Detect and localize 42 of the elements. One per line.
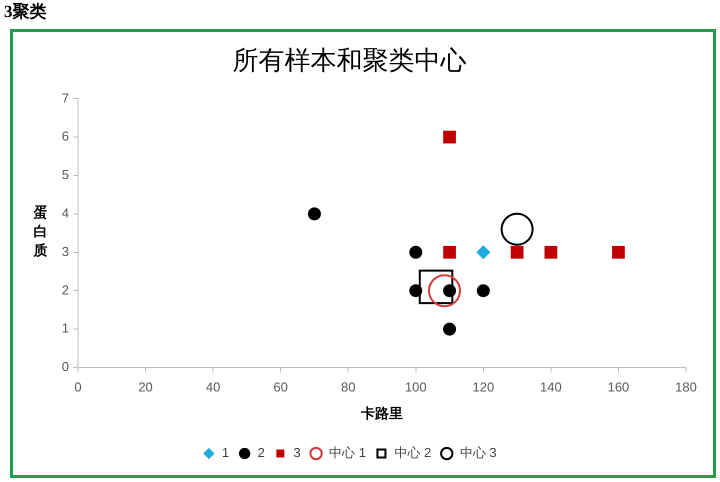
point: [308, 207, 321, 220]
y-tick-label: 6: [62, 128, 69, 144]
x-tick-label: 160: [608, 379, 630, 394]
point: [510, 246, 524, 259]
y-tick-label: 1: [62, 320, 69, 336]
point: [418, 270, 454, 304]
y-tick-label: 4: [62, 205, 69, 220]
y-tick-label: 2: [62, 282, 69, 298]
x-tick-label: 60: [273, 379, 288, 394]
y-tick-label: 5: [62, 167, 69, 182]
y-tick-label: 0: [62, 359, 69, 374]
x-tick-label: 100: [404, 379, 427, 394]
text: 3聚类: [4, 2, 46, 22]
point: [544, 246, 558, 259]
point: [476, 284, 490, 298]
x-tick-label: 140: [540, 379, 562, 394]
point: [612, 246, 625, 259]
x-tick-label: 20: [138, 379, 153, 394]
legend-label: 3: [293, 445, 301, 460]
x-tick-label: 40: [206, 379, 220, 394]
legend-label: 中心 3: [460, 445, 497, 460]
legend-label: 2: [258, 445, 265, 460]
point: [443, 130, 456, 144]
legend-label: 中心 1: [329, 445, 366, 460]
x-tick-label: 0: [74, 379, 82, 394]
point: [409, 246, 422, 259]
y-axis-title: 蛋白质: [33, 203, 48, 260]
point: [443, 322, 456, 336]
x-tick-label: 180: [675, 379, 697, 394]
point: [500, 212, 534, 246]
point: [443, 246, 456, 259]
y-tick-label: 3: [62, 244, 69, 259]
point: [476, 245, 490, 260]
point: [428, 274, 461, 308]
x-tick-label: 80: [340, 379, 356, 394]
point: [409, 284, 422, 298]
x-axis-title: 卡路里: [360, 404, 403, 421]
chart-title: 所有样本和聚类中心: [232, 46, 466, 75]
y-tick-label: 7: [62, 90, 69, 106]
legend-label: 中心 2: [394, 445, 432, 460]
legend-label: 1: [222, 445, 230, 460]
x-tick-label: 120: [472, 379, 494, 394]
